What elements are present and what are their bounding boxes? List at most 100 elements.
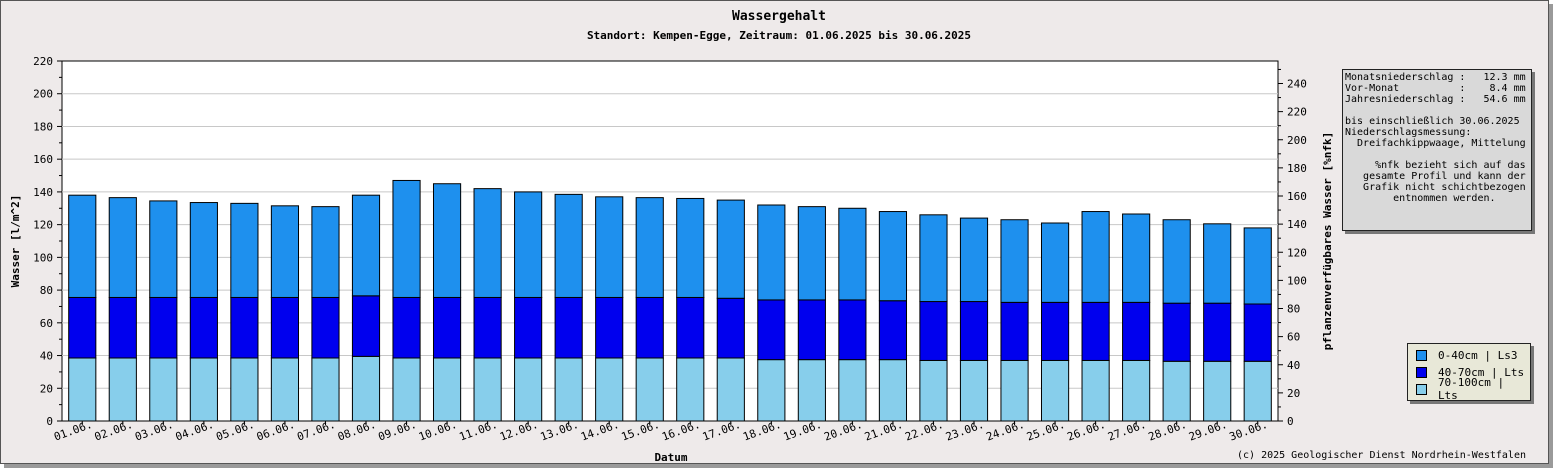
bar <box>108 296 137 359</box>
bar <box>149 296 178 359</box>
bar <box>189 202 218 298</box>
bar <box>919 301 948 361</box>
bar <box>392 296 421 359</box>
bar <box>595 357 624 422</box>
y-tick-label: 60 <box>40 317 53 330</box>
bar <box>230 202 259 298</box>
bar <box>1243 360 1272 422</box>
y2-axis-title: pflanzenverfügbares Wasser [%nfk] <box>1321 132 1334 351</box>
bar <box>1203 302 1232 362</box>
bar <box>230 296 259 359</box>
x-tick-label: 30.06. <box>1228 418 1270 444</box>
bar <box>797 299 826 361</box>
legend-item-0-40cm: 0-40cm | Ls3 <box>1416 348 1517 362</box>
x-tick-label: 27.06. <box>1106 418 1148 444</box>
bar <box>757 359 786 422</box>
bar <box>797 359 826 422</box>
y-tick-label: 20 <box>40 382 53 395</box>
bar <box>635 357 664 422</box>
y-tick-label: 100 <box>33 251 53 264</box>
bar <box>878 359 908 422</box>
x-tick-label: 20.06. <box>822 418 864 444</box>
bar <box>514 191 543 298</box>
bar <box>838 299 867 361</box>
y2-tick-label: 200 <box>1287 134 1307 147</box>
chart-subtitle: Standort: Kempen-Egge, Zeitraum: 01.06.2… <box>587 29 971 42</box>
bar <box>838 359 867 422</box>
x-tick-label: 26.06. <box>1066 418 1108 444</box>
x-tick-label: 11.06. <box>458 418 500 444</box>
bar <box>1122 301 1151 361</box>
bar <box>432 357 462 422</box>
y-axis-title: Wasser [l/m^2] <box>9 195 22 288</box>
bar <box>1040 301 1070 361</box>
x-tick-label: 02.06. <box>93 418 135 444</box>
bar <box>311 357 340 422</box>
bar <box>1243 303 1272 362</box>
legend-swatch <box>1416 349 1427 361</box>
y2-tick-label: 220 <box>1287 106 1307 119</box>
y-tick-label: 220 <box>33 55 53 68</box>
y2-tick-label: 140 <box>1287 218 1307 231</box>
y-axis-right: 0 20 40 60 80 100 120 140 160 180 200 220 240 <box>1278 68 1307 428</box>
bar <box>189 296 218 359</box>
x-tick-label: 05.06. <box>214 418 256 444</box>
bar <box>919 214 948 303</box>
bar <box>838 207 867 301</box>
bar <box>635 296 664 359</box>
bar <box>676 296 705 359</box>
x-tick-label: 25.06. <box>1025 418 1067 444</box>
x-tick-label: 22.06. <box>903 418 945 444</box>
bar <box>473 188 502 298</box>
bar <box>189 357 218 422</box>
bar <box>68 357 97 422</box>
y-tick-label: 40 <box>40 350 53 363</box>
bar <box>1081 211 1110 303</box>
plot-area <box>61 60 1279 422</box>
bar <box>1162 302 1191 362</box>
precipitation-info-text: Monatsniederschlag : 12.3 mm Vor-Monat :… <box>1345 72 1526 204</box>
x-tick-label: 12.06. <box>498 418 540 444</box>
x-tick-label: 28.06. <box>1147 418 1189 444</box>
x-tick-label: 13.06. <box>539 418 581 444</box>
bar <box>351 355 381 422</box>
y-tick-label: 0 <box>46 415 53 428</box>
bar <box>432 183 462 298</box>
bar <box>351 295 381 357</box>
bar <box>270 296 300 359</box>
y-tick-label: 140 <box>33 186 53 199</box>
y2-tick-label: 120 <box>1287 246 1307 259</box>
y2-tick-label: 100 <box>1287 274 1307 287</box>
y2-tick-label: 20 <box>1287 387 1300 400</box>
y2-tick-label: 180 <box>1287 162 1307 175</box>
bar <box>595 296 624 359</box>
bar <box>68 296 97 359</box>
bar <box>392 179 421 298</box>
y2-tick-label: 160 <box>1287 190 1307 203</box>
bar <box>1243 227 1272 305</box>
y-tick-label: 120 <box>33 219 53 232</box>
bar <box>432 296 462 359</box>
y-tick-label: 160 <box>33 153 53 166</box>
bar <box>311 296 340 359</box>
bar <box>1122 213 1151 303</box>
x-tick-label: 10.06. <box>417 418 459 444</box>
bar <box>716 357 745 422</box>
x-tick-label: 29.06. <box>1187 418 1229 444</box>
bar <box>1162 219 1191 304</box>
y-tick-label: 200 <box>33 88 53 101</box>
bar <box>1081 301 1110 361</box>
x-tick-label: 06.06. <box>255 418 297 444</box>
legend: 0-40cm | Ls3 40-70cm | Lts 70-100cm | Lt… <box>1407 343 1531 402</box>
x-tick-label: 15.06. <box>620 418 662 444</box>
x-axis-title: Datum <box>654 451 687 463</box>
bar <box>473 296 502 359</box>
bar <box>878 300 908 361</box>
y2-tick-label: 0 <box>1287 415 1294 428</box>
bar <box>1000 219 1029 303</box>
bar <box>230 357 259 422</box>
y-tick-label: 80 <box>40 284 53 297</box>
bar <box>959 217 989 303</box>
bar <box>676 197 705 298</box>
